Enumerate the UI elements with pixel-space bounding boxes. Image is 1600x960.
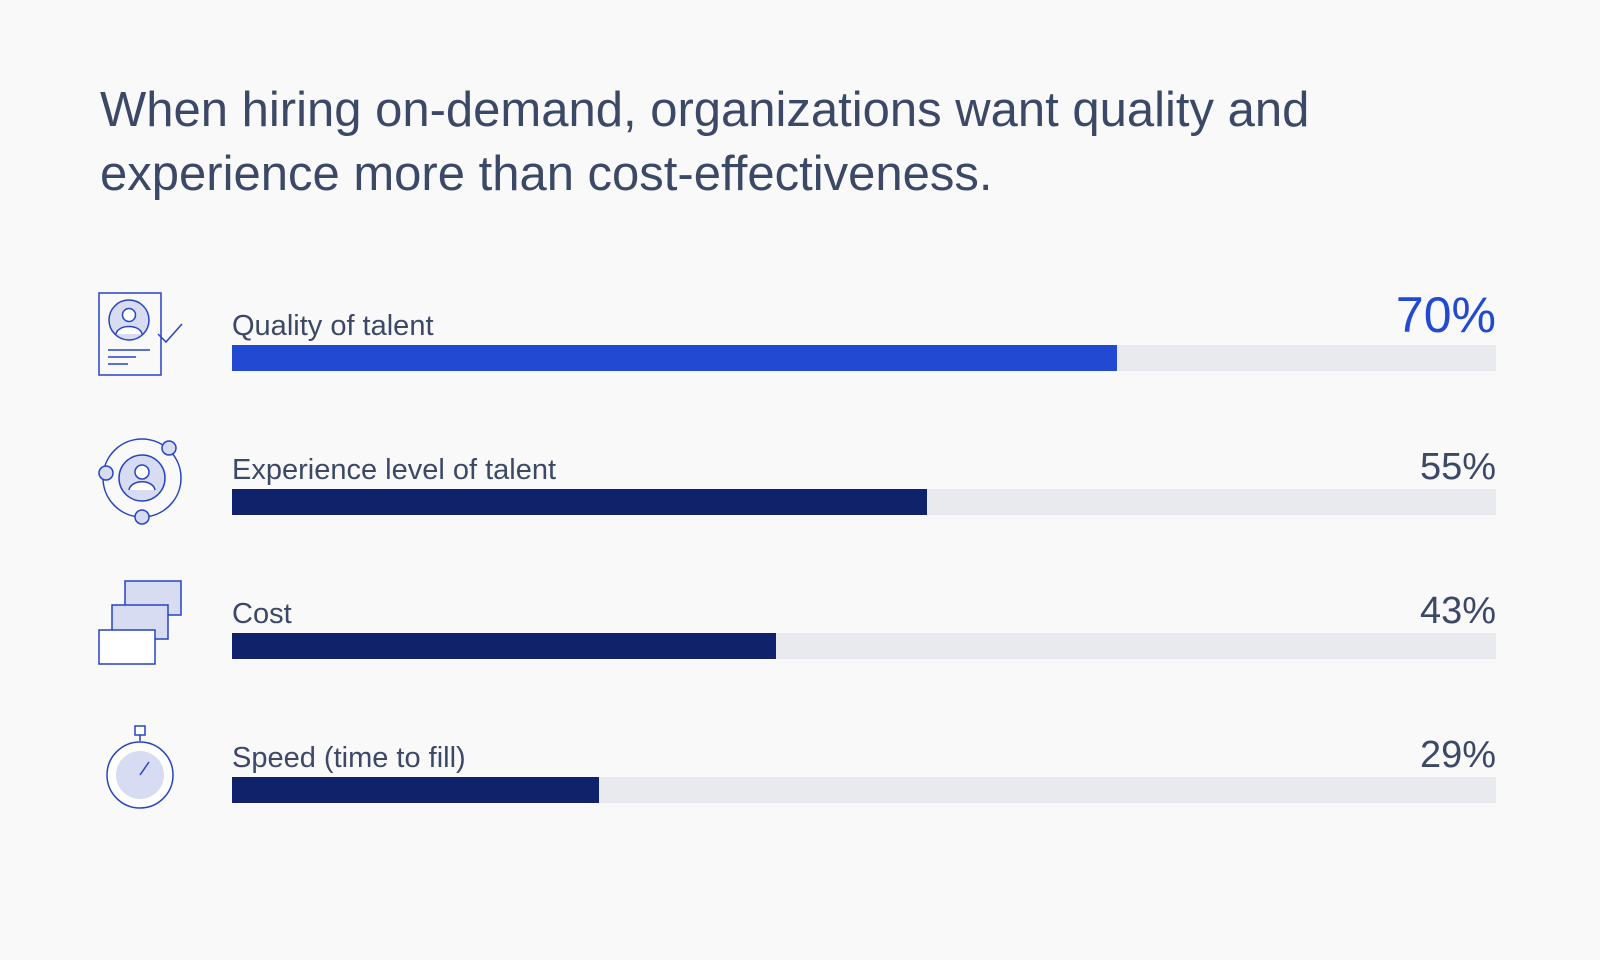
orbit-person-icon: [98, 436, 188, 526]
title-line-1: When hiring on-demand, organizations wan…: [100, 83, 1310, 137]
title-line-2: experience more than cost-effectiveness.: [100, 147, 993, 201]
category-label: Cost: [232, 598, 292, 630]
value-label: 70%: [1395, 287, 1496, 343]
bar-track: [232, 489, 1496, 515]
bar-row: Cost 43%: [0, 580, 1600, 700]
category-label: Quality of talent: [232, 310, 434, 342]
bar-row: Speed (time to fill) 29%: [0, 724, 1600, 844]
value-label: 43%: [1419, 590, 1496, 632]
stopwatch-icon: [98, 724, 188, 814]
bar-track: [232, 345, 1496, 371]
value-label: 29%: [1419, 734, 1496, 776]
profile-check-icon: [98, 292, 188, 382]
bar: [232, 777, 599, 803]
bar-row: Quality of talent 70%: [0, 287, 1600, 412]
stacked-cards-icon: [98, 580, 188, 670]
bar: [232, 345, 1117, 371]
bar: [232, 489, 928, 515]
bar-row: Experience level of talent 55%: [0, 436, 1600, 556]
category-label: Speed (time to fill): [232, 742, 466, 774]
value-label: 55%: [1419, 446, 1496, 488]
bar-track: [232, 633, 1496, 659]
bar: [232, 633, 776, 659]
chart-title: When hiring on-demand, organizations wan…: [100, 78, 1500, 206]
bar-track: [232, 777, 1496, 803]
category-label: Experience level of talent: [232, 454, 557, 486]
